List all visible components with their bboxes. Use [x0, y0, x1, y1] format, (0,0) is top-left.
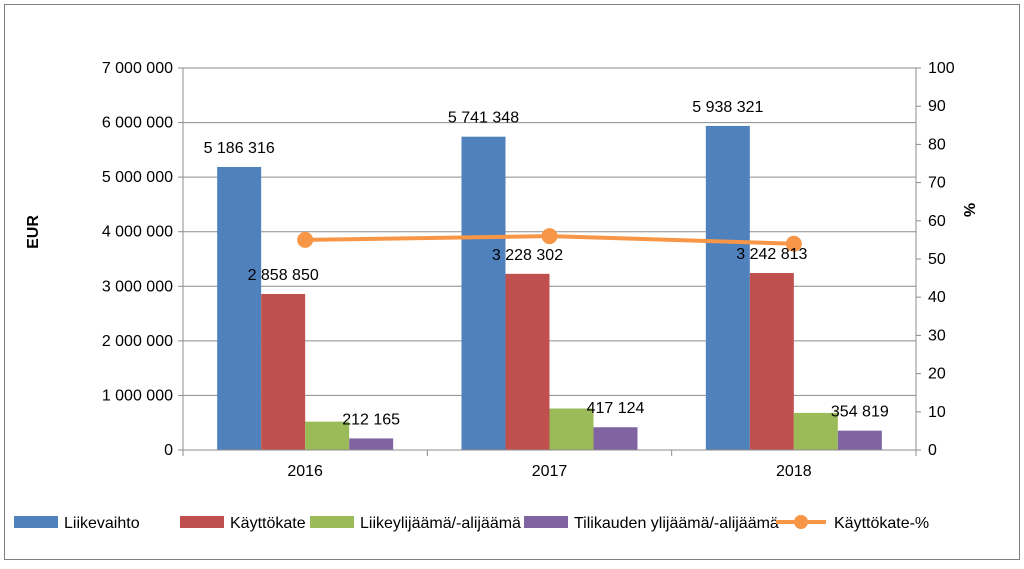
y-right-tick-label: 70: [928, 175, 946, 192]
x-tick-label: 2018: [776, 463, 812, 480]
legend-label: Liikeylijäämä/-alijäämä: [360, 515, 521, 532]
line-point: [541, 228, 558, 245]
data-label: 3 228 302: [492, 247, 563, 264]
legend-label: Tilikauden ylijäämä/-alijäämä: [574, 515, 779, 532]
x-tick-label: 2016: [287, 463, 323, 480]
y-left-tick-label: 4 000 000: [102, 224, 173, 241]
y-right-tick-label: 80: [928, 136, 946, 153]
bar-k-ytt-kate: [261, 293, 306, 450]
y-left-axis-title: EUR: [25, 215, 42, 249]
bar-liikevaihto: [705, 125, 750, 450]
y-left-tick-label: 0: [164, 442, 173, 459]
y-left-tick-label: 7 000 000: [102, 60, 173, 77]
y-right-tick-label: 90: [928, 98, 946, 115]
data-label: 5 741 348: [448, 110, 519, 127]
y-right-axis-title: %: [960, 203, 977, 217]
bar-tilikauden-ylij-m-alij-m-: [837, 430, 882, 450]
y-right-tick-label: 20: [928, 366, 946, 383]
legend-swatch: [14, 516, 58, 528]
line-series: [297, 228, 802, 252]
bar-liikeylij-m-alij-m-: [549, 408, 594, 450]
line-point: [297, 231, 314, 248]
bar-k-ytt-kate: [749, 273, 794, 450]
data-labels: 5 186 316 2 858 850 212 165 5 741 348 3 228 …: [204, 99, 889, 428]
y-right-tick-label: 50: [928, 251, 946, 268]
y-right-tick-label: 40: [928, 289, 946, 306]
bars: [217, 125, 882, 450]
bar-liikeylij-m-alij-m-: [305, 421, 350, 450]
y-right-tick-label: 0: [928, 442, 937, 459]
data-label: 5 186 316: [204, 140, 275, 157]
bar-k-ytt-kate: [505, 273, 550, 450]
axes: 0 1 000 000 2 000 000 3 000 000 4 000 000 5 0…: [102, 60, 955, 480]
y-right-tick-label: 10: [928, 404, 946, 421]
data-label: 2 858 850: [248, 267, 319, 284]
legend-swatch: [524, 516, 568, 528]
legend-label: Käyttökate: [230, 515, 306, 532]
legend-swatch: [180, 516, 224, 528]
bar-liikevaihto: [217, 166, 262, 450]
legend-swatch: [310, 516, 354, 528]
data-label: 212 165: [342, 411, 400, 428]
bar-tilikauden-ylij-m-alij-m-: [349, 438, 394, 450]
data-label: 417 124: [587, 400, 645, 417]
bar-liikeylij-m-alij-m-: [793, 412, 838, 450]
y-left-tick-label: 5 000 000: [102, 169, 173, 186]
legend-label: Liikevaihto: [64, 515, 140, 532]
data-label: 5 938 321: [692, 99, 763, 116]
line-point: [785, 235, 802, 252]
y-left-tick-label: 6 000 000: [102, 115, 173, 132]
bar-liikevaihto: [461, 136, 506, 450]
legend-swatch-marker: [794, 515, 808, 529]
y-right-tick-label: 100: [928, 60, 955, 77]
legend-label: Käyttökate-%: [834, 515, 929, 532]
x-tick-label: 2017: [532, 463, 568, 480]
y-left-tick-label: 2 000 000: [102, 333, 173, 350]
y-right-tick-label: 30: [928, 327, 946, 344]
y-right-tick-label: 60: [928, 213, 946, 230]
data-label: 354 819: [831, 404, 889, 421]
data-label: 3 242 813: [736, 246, 807, 263]
legend: Liikevaihto Käyttökate Liikeylijäämä/-alij…: [14, 515, 929, 532]
bar-tilikauden-ylij-m-alij-m-: [593, 427, 638, 450]
y-left-tick-label: 3 000 000: [102, 278, 173, 295]
y-left-tick-label: 1 000 000: [102, 387, 173, 404]
